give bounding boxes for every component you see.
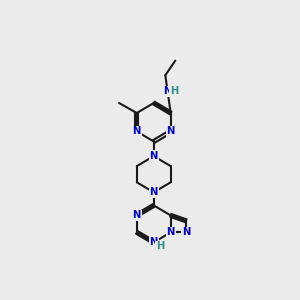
Text: N: N <box>150 151 158 161</box>
Text: N: N <box>167 127 175 136</box>
Text: N: N <box>133 127 141 136</box>
Text: N: N <box>133 210 141 220</box>
Text: N: N <box>167 227 175 237</box>
Text: N: N <box>150 237 158 248</box>
Text: N: N <box>164 86 172 96</box>
Text: N: N <box>182 227 190 237</box>
Text: N: N <box>150 187 158 197</box>
Text: H: H <box>156 241 164 251</box>
Text: H: H <box>169 86 178 96</box>
